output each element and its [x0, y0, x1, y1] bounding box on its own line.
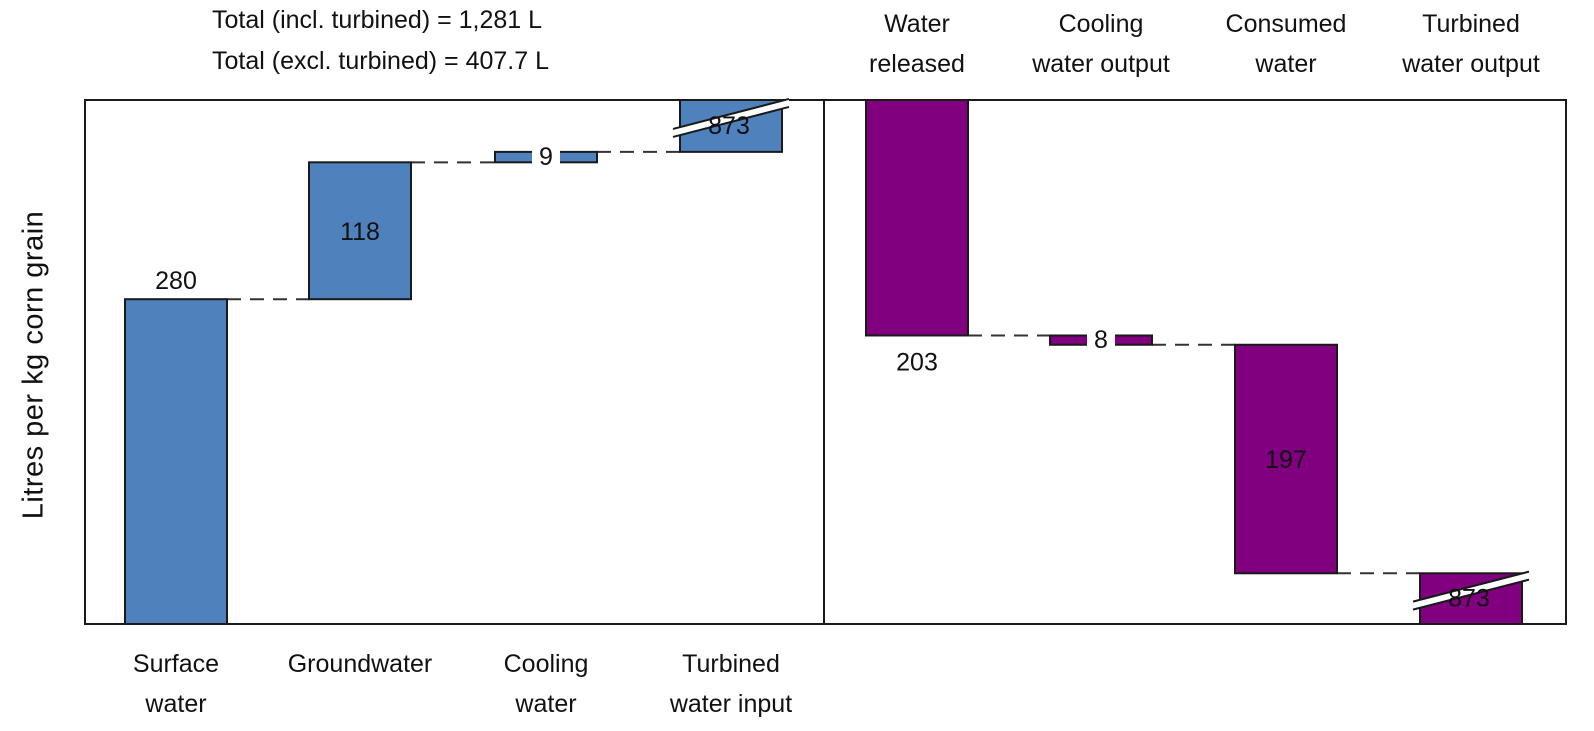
axis-break-output-icon [1412, 570, 1530, 611]
bar-input-1 [308, 161, 412, 301]
category-consumed-water: Consumed water [1225, 10, 1347, 78]
category-groundwater: Groundwater [287, 650, 433, 678]
data-label-input-2: 9 [539, 143, 553, 171]
data-label-output-1: 8 [1094, 326, 1108, 354]
axis-break-input-icon [672, 97, 790, 138]
category-surface-water: Surface water [132, 650, 220, 718]
category-turbined-water-input: Turbined water input [669, 650, 793, 718]
data-labels-layer: 280 118 9 873 203 8 197 873 [155, 112, 1490, 613]
total-excl-turbined: Total (excl. turbined) = 407.7 L [212, 47, 549, 75]
bar-output-0 [865, 99, 969, 337]
total-incl-turbined: Total (incl. turbined) = 1,281 L [212, 6, 543, 34]
category-turbined-water-output: Turbined water output [1402, 10, 1540, 78]
data-label-input-2-bg [532, 140, 560, 171]
bar-input-0 [124, 298, 228, 625]
data-label-input-1: 118 [340, 218, 380, 246]
bars-layer [124, 97, 1530, 626]
data-label-output-1-bg [1087, 323, 1115, 354]
category-cooling-water-output: Cooling water output [1032, 10, 1170, 78]
data-label-input-0: 280 [155, 267, 197, 295]
data-label-output-0: 203 [896, 348, 938, 376]
data-label-output-2: 197 [1265, 446, 1307, 474]
right-panel-frame [823, 99, 1567, 625]
category-cooling-water: Cooling water [503, 650, 589, 718]
data-label-output-3: 873 [1448, 585, 1490, 613]
connector-lines [227, 150, 1420, 575]
category-water-released: Water released [869, 10, 965, 78]
data-label-input-3: 873 [708, 112, 750, 140]
bar-output-2 [1234, 343, 1338, 575]
